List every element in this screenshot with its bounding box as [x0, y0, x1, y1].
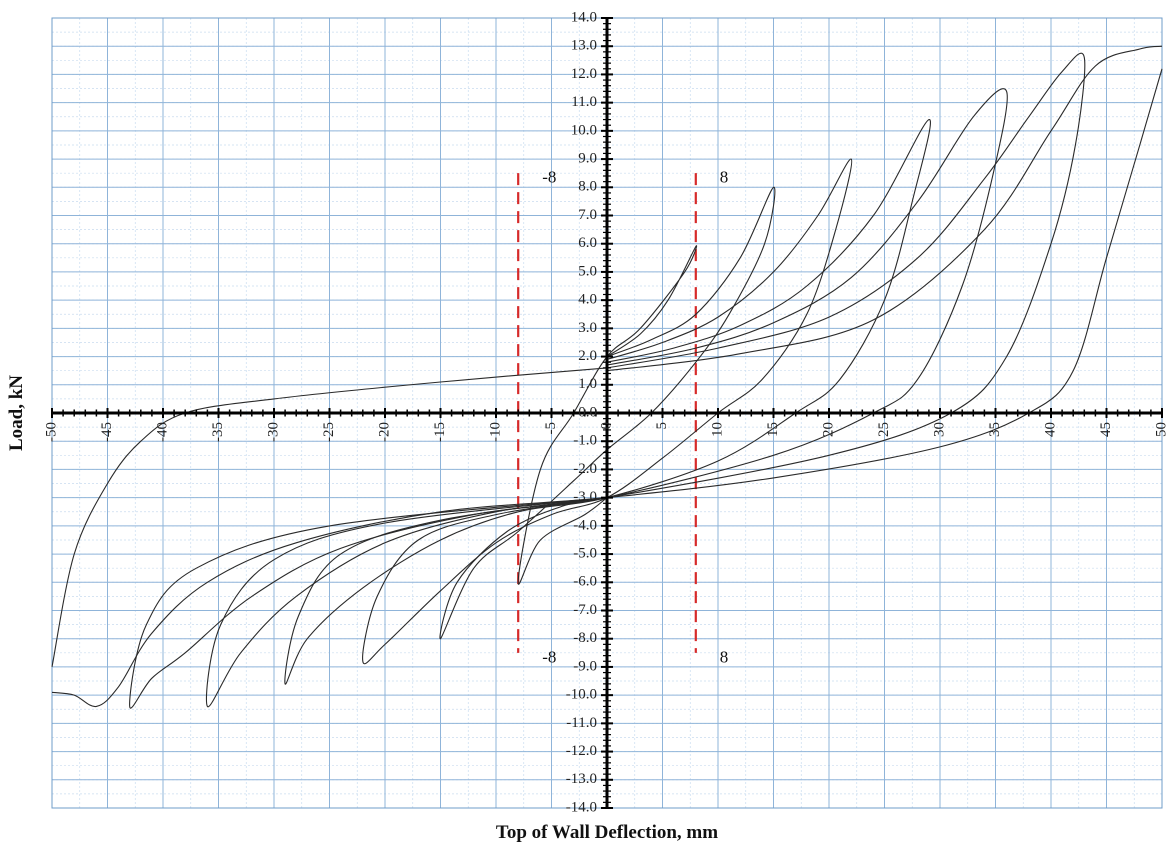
y-tick-label: -5.0 — [573, 546, 597, 562]
x-tick-label: 20 — [820, 422, 836, 437]
y-tick-label: -10.0 — [566, 687, 597, 703]
x-tick-label: -50 — [43, 422, 59, 442]
deflection-marker-label: -8 — [542, 647, 556, 666]
x-tick-label: 0 — [598, 422, 614, 430]
x-tick-label: -35 — [210, 422, 226, 442]
x-tick-label: -45 — [99, 422, 115, 442]
deflection-marker-label: 8 — [720, 647, 729, 666]
hysteresis-loop-3 — [362, 158, 853, 665]
annotations: -8 8 -8 8 — [542, 168, 728, 667]
y-tick-label: 12.0 — [571, 66, 597, 82]
x-axis-title: Top of Wall Deflection, mm — [496, 822, 718, 843]
hysteresis-loop-2 — [439, 186, 776, 640]
y-tick-label: 1.0 — [578, 376, 597, 392]
y-tick-label: 8.0 — [578, 179, 597, 195]
y-tick-label: -4.0 — [573, 517, 597, 533]
y-tick-label: 10.0 — [571, 122, 597, 138]
x-tick-label: -30 — [265, 422, 281, 442]
x-tick-label: 45 — [1098, 422, 1114, 437]
hysteresis-loop-5 — [205, 88, 1008, 707]
y-tick-label: 6.0 — [578, 235, 597, 251]
hysteresis-curves — [51, 45, 1163, 709]
x-tick-label: -10 — [487, 422, 503, 442]
x-tick-label: 35 — [987, 422, 1003, 437]
deflection-marker-label: -8 — [542, 168, 556, 187]
y-tick-labels: 14.0 13.0 12.0 11.0 10.0 9.0 8.0 7.0 6.0 5.0 4.0 3.… — [566, 9, 597, 815]
y-tick-label: 14.0 — [571, 9, 597, 25]
y-axis-title: Load, kN — [6, 375, 27, 451]
y-tick-label: -7.0 — [573, 602, 597, 618]
x-tick-label: 40 — [1042, 422, 1058, 437]
x-tick-label: 10 — [709, 422, 725, 437]
x-tick-labels: -50 -45 -40 -35 -30 -25 -20 -15 -10 -5 0 5 10 15 20 25 3… — [43, 422, 1169, 442]
y-tick-label: -6.0 — [573, 574, 597, 590]
hysteresis-loop-6 — [129, 52, 1086, 709]
x-tick-label: -5 — [543, 422, 559, 435]
y-tick-label: -9.0 — [573, 658, 597, 674]
y-tick-label: -3.0 — [573, 489, 597, 505]
hysteresis-loop-1 — [517, 245, 698, 585]
x-tick-label: 5 — [654, 422, 670, 430]
x-tick-label: 15 — [765, 422, 781, 437]
x-tick-label: -15 — [432, 422, 448, 442]
y-tick-label: 0.0 — [578, 404, 597, 420]
x-tick-label: 50 — [1153, 422, 1169, 437]
y-tick-label: -11.0 — [566, 715, 597, 731]
axes — [51, 17, 1163, 809]
y-tick-label: -13.0 — [566, 771, 597, 787]
x-tick-label: -20 — [376, 422, 392, 442]
deflection-marker-label: 8 — [720, 168, 729, 187]
y-tick-label: 2.0 — [578, 348, 597, 364]
x-tick-label: -25 — [321, 422, 337, 442]
x-tick-label: -40 — [154, 422, 170, 442]
hysteresis-loop-7 — [606, 45, 1163, 372]
y-tick-label: 9.0 — [578, 151, 597, 167]
hysteresis-loop-4 — [284, 119, 931, 685]
y-tick-label: -1.0 — [573, 433, 597, 449]
x-tick-label: 30 — [931, 422, 947, 437]
y-tick-label: -12.0 — [566, 743, 597, 759]
y-tick-label: -8.0 — [573, 630, 597, 646]
x-tick-label: 25 — [876, 422, 892, 437]
y-tick-label: 11.0 — [571, 94, 597, 110]
y-tick-label: 3.0 — [578, 320, 597, 336]
y-tick-label: -14.0 — [566, 799, 597, 815]
y-tick-label: 13.0 — [571, 38, 597, 54]
y-tick-label: 4.0 — [578, 292, 597, 308]
y-tick-label: -2.0 — [573, 461, 597, 477]
y-tick-label: 7.0 — [578, 207, 597, 223]
y-tick-label: 5.0 — [578, 263, 597, 279]
